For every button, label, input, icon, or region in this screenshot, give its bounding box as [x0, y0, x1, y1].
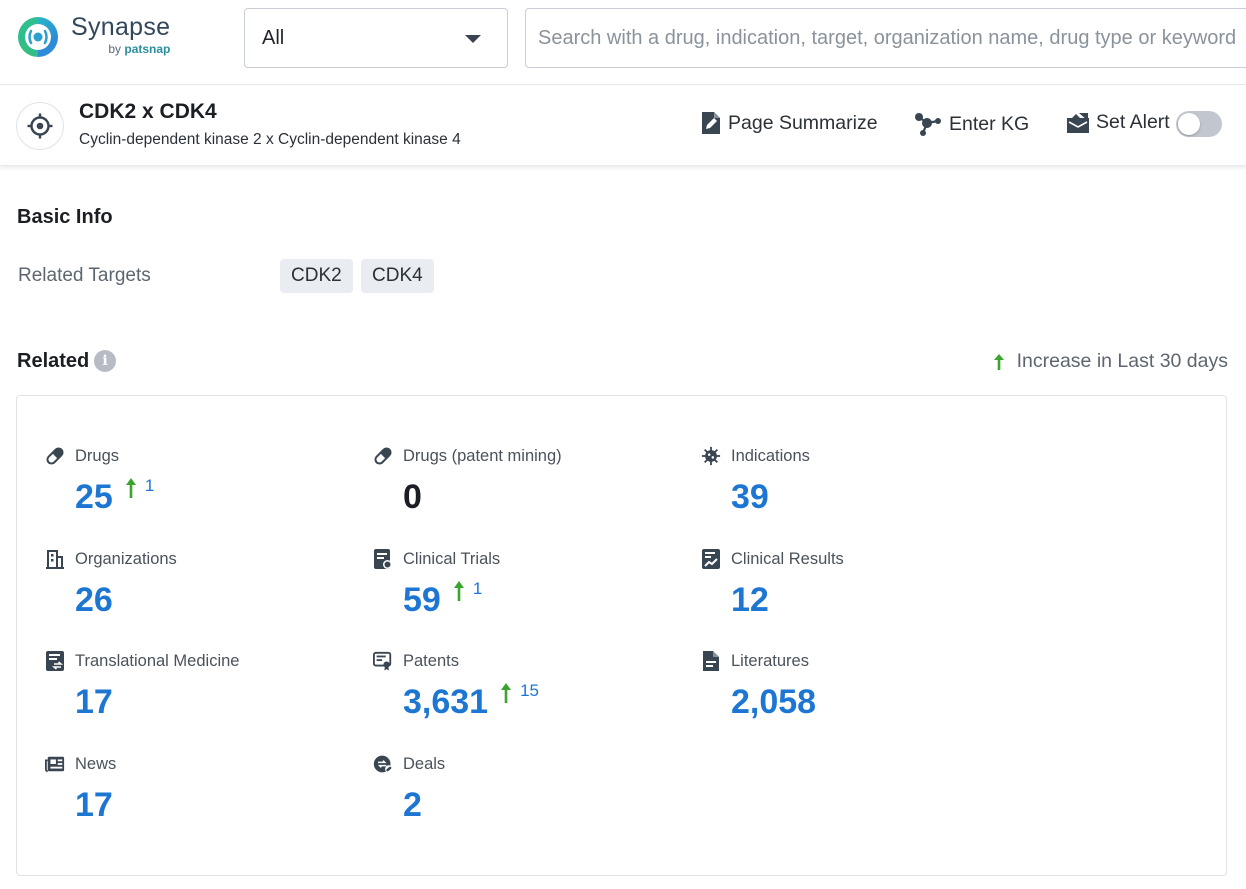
stat-indications: Indications 39	[701, 445, 1001, 525]
search-input[interactable]	[525, 8, 1246, 68]
stat-value[interactable]: 12	[731, 580, 769, 620]
set-alert-label: Set Alert	[1096, 111, 1170, 134]
virus-icon	[701, 446, 721, 466]
summarize-doc-icon	[700, 111, 722, 135]
increase-indicator: 15	[500, 682, 539, 704]
pill-icon	[45, 446, 65, 466]
stat-value[interactable]: 2	[403, 785, 422, 825]
increase-legend-label: Increase in Last 30 days	[1017, 350, 1228, 373]
stat-label: Patents	[403, 652, 459, 671]
related-target-chip[interactable]: CDK4	[361, 259, 434, 293]
increase-count[interactable]: 15	[520, 681, 539, 701]
stat-clinical-results: Clinical Results 12	[701, 548, 1001, 628]
stat-drugs: Drugs 25 1	[45, 445, 345, 525]
stat-deals: Deals 2	[373, 753, 673, 833]
related-title: Related	[17, 350, 89, 373]
increase-arrow-icon	[453, 580, 465, 602]
set-alert-button[interactable]: Set Alert	[1066, 111, 1170, 134]
stat-label: Indications	[731, 447, 810, 466]
search-scope-value: All	[262, 27, 284, 50]
pill-icon	[373, 446, 393, 466]
stat-value: 0	[403, 477, 422, 517]
stat-label: Literatures	[731, 652, 809, 671]
increase-count[interactable]: 1	[145, 476, 154, 496]
search-scope-select[interactable]: All	[244, 8, 508, 68]
enter-kg-label: Enter KG	[949, 113, 1029, 136]
alert-mail-icon	[1066, 112, 1090, 134]
increase-arrow-icon	[125, 477, 137, 499]
brand-company: patsnap	[124, 42, 170, 56]
related-targets-label: Related Targets	[18, 265, 151, 287]
stat-label: Clinical Results	[731, 550, 844, 569]
caret-down-icon	[465, 35, 481, 43]
stat-news: News 17	[45, 753, 345, 833]
brand-byline: by patsnap	[71, 42, 170, 56]
stat-organizations: Organizations 26	[45, 548, 345, 628]
stat-value[interactable]: 2,058	[731, 682, 816, 722]
brand-by: by	[108, 42, 121, 56]
alert-toggle-knob	[1178, 113, 1200, 135]
related-target-chip[interactable]: CDK2	[280, 259, 353, 293]
target-crosshair-icon	[16, 102, 64, 150]
stat-value[interactable]: 39	[731, 477, 769, 517]
basic-info-title: Basic Info	[17, 206, 113, 229]
top-bar: Synapse by patsnap All	[0, 0, 1246, 85]
stat-clinical-trials: Clinical Trials 59 1	[373, 548, 673, 628]
increase-indicator: 1	[125, 477, 154, 499]
stat-label: Organizations	[75, 550, 177, 569]
stat-patents: Patents 3,631 15	[373, 650, 673, 730]
enter-kg-button[interactable]: Enter KG	[913, 111, 1029, 137]
stat-label: News	[75, 755, 116, 774]
stat-value[interactable]: 26	[75, 580, 113, 620]
stat-drugs-patent-mining: Drugs (patent mining) 0	[373, 445, 673, 525]
page-summarize-button[interactable]: Page Summarize	[700, 111, 878, 135]
stat-translational-medicine: Translational Medicine 17	[45, 650, 345, 730]
handshake-icon	[373, 754, 393, 774]
increase-indicator: 1	[453, 580, 482, 602]
info-icon[interactable]: i	[94, 350, 116, 372]
target-title: CDK2 x CDK4	[79, 100, 217, 124]
alert-toggle[interactable]	[1176, 111, 1222, 137]
increase-count[interactable]: 1	[473, 579, 482, 599]
related-stats-panel: Drugs 25 1 Drugs (patent mining) 0	[16, 395, 1227, 876]
stat-value[interactable]: 3,631	[403, 682, 488, 722]
stat-label: Clinical Trials	[403, 550, 500, 569]
stat-value[interactable]: 59	[403, 580, 441, 620]
increase-arrow-icon	[500, 682, 512, 704]
target-header: CDK2 x CDK4 Cyclin-dependent kinase 2 x …	[0, 86, 1246, 166]
brand-name: Synapse	[71, 13, 170, 41]
building-icon	[45, 549, 65, 569]
stat-value[interactable]: 25	[75, 477, 113, 517]
translational-doc-icon	[45, 651, 65, 671]
document-icon	[701, 651, 721, 671]
newspaper-icon	[45, 754, 65, 774]
stat-label: Translational Medicine	[75, 652, 239, 671]
synapse-logo-icon	[15, 14, 61, 60]
page-summarize-label: Page Summarize	[728, 112, 878, 135]
clipboard-icon	[373, 549, 393, 569]
stat-literatures: Literatures 2,058	[701, 650, 1001, 730]
stat-label: Drugs	[75, 447, 119, 466]
stat-label: Deals	[403, 755, 445, 774]
certificate-icon	[373, 651, 393, 671]
stat-label: Drugs (patent mining)	[403, 447, 562, 466]
increase-arrow-icon	[993, 353, 1005, 371]
target-subtitle: Cyclin-dependent kinase 2 x Cyclin-depen…	[79, 131, 461, 149]
stat-value[interactable]: 17	[75, 785, 113, 825]
increase-legend: Increase in Last 30 days	[993, 350, 1228, 373]
synapse-logo[interactable]: Synapse by patsnap	[15, 14, 170, 60]
knowledge-graph-icon	[913, 111, 943, 137]
chart-doc-icon	[701, 549, 721, 569]
stat-value[interactable]: 17	[75, 682, 113, 722]
